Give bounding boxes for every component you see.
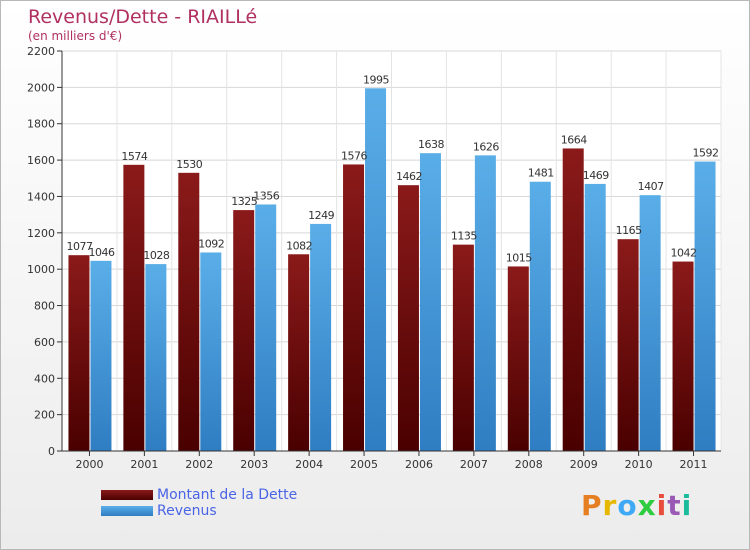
data-label-revenus: 1407 [638,180,664,193]
data-label-dette: 1530 [176,158,202,171]
x-tick-label: 2003 [240,458,268,471]
data-label-dette: 1077 [66,240,92,253]
x-tick-label: 2001 [130,458,158,471]
x-tick-label: 2008 [515,458,543,471]
data-label-dette: 1135 [451,230,477,243]
data-label-revenus: 1995 [363,73,389,86]
bar-dette [123,164,145,451]
bar-revenus [310,223,332,451]
x-tick-label: 2006 [405,458,433,471]
data-label-revenus: 1638 [418,138,444,151]
bar-revenus [145,264,167,451]
legend-item-dette: Montant de la Dette [101,487,297,503]
x-tick-label: 2011 [680,458,708,471]
x-tick-label: 2007 [460,458,488,471]
y-tick-label: 1600 [27,154,55,167]
data-label-revenus: 1046 [88,246,114,259]
data-label-dette: 1664 [561,133,587,146]
logo-letter: x [637,489,657,522]
y-tick-label: 600 [34,336,55,349]
x-tick-label: 2004 [295,458,323,471]
data-label-dette: 1082 [286,239,312,252]
y-tick-label: 1000 [27,263,55,276]
data-label-dette: 1576 [341,149,367,162]
legend-swatch-revenus [101,506,153,516]
data-label-revenus: 1592 [693,147,719,160]
bar-revenus [419,153,441,451]
y-tick-label: 2200 [27,45,55,58]
y-tick-label: 2000 [27,81,55,94]
data-label-revenus: 1092 [198,237,224,250]
data-label-dette: 1015 [506,251,532,264]
x-tick-label: 2000 [75,458,103,471]
legend-swatch-dette [101,490,153,500]
bar-dette [617,239,639,451]
data-label-dette: 1042 [671,247,697,260]
bar-revenus [694,161,716,451]
data-label-revenus: 1469 [583,169,609,182]
bar-dette [233,210,255,451]
chart-title: Revenus/Dette - RIAILLé [28,6,258,28]
bar-dette [672,261,694,451]
y-tick-label: 0 [48,445,55,458]
legend-label-revenus: Revenus [157,503,217,519]
data-label-revenus: 1249 [308,209,334,222]
bar-revenus [474,155,496,451]
logo-letter: i [681,489,693,522]
y-tick-label: 200 [34,409,55,422]
data-label-dette: 1325 [231,195,257,208]
bar-dette [68,255,90,451]
x-tick-label: 2005 [350,458,378,471]
data-label-revenus: 1356 [253,189,279,202]
data-label-revenus: 1028 [143,249,169,262]
bar-dette [178,172,200,451]
y-tick-label: 400 [34,372,55,385]
bar-revenus [200,252,222,451]
chart-subtitle: (en milliers d'€) [28,29,123,43]
logo-letter: P [581,489,603,522]
bar-revenus [529,181,551,451]
data-label-dette: 1462 [396,170,422,183]
bar-dette [397,185,419,451]
x-tick-label: 2002 [185,458,213,471]
bar-dette [452,244,474,451]
logo-letter: t [667,489,682,522]
x-tick-label: 2009 [570,458,598,471]
data-label-dette: 1165 [616,224,642,237]
y-tick-label: 1800 [27,118,55,131]
bar-revenus [255,204,277,451]
legend: Montant de la Dette Revenus [101,487,297,519]
bar-dette [288,254,310,451]
logo-letter: i [656,489,668,522]
legend-item-revenus: Revenus [101,503,297,519]
bar-dette [562,148,584,452]
logo-letter: r [602,489,618,522]
y-tick-label: 1200 [27,227,55,240]
logo-letter: o [617,489,638,522]
legend-label-dette: Montant de la Dette [157,487,298,503]
bar-revenus [365,88,387,451]
bar-revenus [639,195,661,451]
bar-dette [507,266,529,451]
x-tick-label: 2010 [625,458,653,471]
proxiti-logo: Proxiti [581,489,692,522]
data-label-revenus: 1481 [528,167,554,180]
y-tick-label: 800 [34,300,55,313]
bar-revenus [584,183,606,451]
bar-dette [343,164,365,452]
data-label-revenus: 1626 [473,140,499,153]
bar-revenus [90,260,112,451]
data-label-dette: 1574 [121,150,147,163]
y-tick-label: 1400 [27,190,55,203]
